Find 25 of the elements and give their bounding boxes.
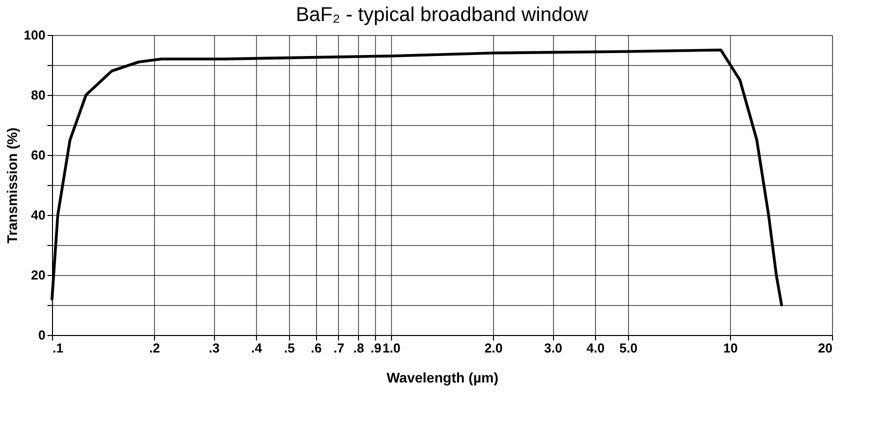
y-tick-label: 100 [24, 28, 46, 42]
x-axis-title: Wavelength (µm) [386, 370, 498, 386]
y-tick-label: 60 [31, 148, 46, 162]
chart-title: BaF₂ - typical broadband window [296, 4, 589, 26]
x-tick-label: 2.0 [484, 340, 503, 356]
x-tick-label: 5.0 [619, 340, 638, 356]
x-tick-label: 1.0 [382, 340, 401, 356]
x-tick-label: .8 [353, 340, 364, 356]
y-tick-label: 0 [38, 328, 46, 342]
x-tick-label: .7 [334, 340, 344, 356]
x-tick-label: .4 [251, 340, 263, 356]
x-tick-label: .2 [149, 340, 160, 356]
y-tick-label: 40 [31, 208, 46, 222]
x-tick-label: .1 [52, 340, 64, 356]
x-tick-label: .9 [370, 340, 382, 356]
x-tick-label: 20 [818, 340, 832, 356]
x-tick-label: 3.0 [544, 340, 562, 356]
x-tick-label: 10 [723, 340, 738, 356]
x-tick-label: .6 [310, 340, 322, 356]
x-tick-label: .3 [208, 340, 220, 356]
x-tick-label: .5 [284, 340, 295, 356]
y-tick-label: 80 [31, 88, 46, 102]
y-axis-title: Transmission (%) [4, 128, 20, 244]
x-tick-label: 4.0 [586, 340, 605, 356]
y-tick-label: 20 [31, 268, 46, 282]
